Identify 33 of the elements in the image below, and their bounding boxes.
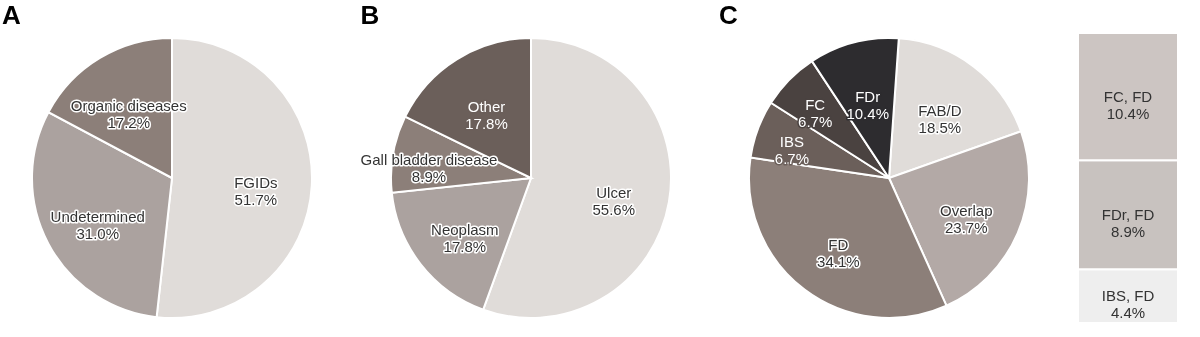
slice-label: Undetermined: [50, 208, 145, 226]
data-label: 18.5%: [918, 119, 962, 137]
data-label: 23.7%: [944, 219, 988, 237]
data-label: 10.4%: [1106, 104, 1150, 122]
data-label: 6.7%: [798, 113, 833, 131]
chart-title: C: [719, 0, 738, 30]
slice-label: FAB/D: [918, 102, 962, 120]
data-label: 31.0%: [76, 225, 119, 243]
data-label: 17.8%: [443, 237, 487, 255]
data-label: 8.9%: [1110, 222, 1146, 240]
data-label: 34.1%: [817, 253, 860, 270]
data-label: 55.6%: [592, 200, 635, 218]
series-label: IBS, FD: [1101, 287, 1155, 305]
data-label: 4.4%: [1110, 304, 1146, 322]
slice-label: Other: [467, 97, 506, 115]
slice-label: IBS: [779, 132, 805, 150]
data-label: 51.7%: [234, 190, 278, 208]
slice-label: Overlap: [939, 202, 993, 220]
chart-title: A: [2, 0, 21, 30]
slice-label: FGIDs: [234, 173, 278, 191]
data-label: 6.7%: [774, 149, 810, 167]
series-label: FDr, FD: [1101, 205, 1155, 223]
data-label: 10.4%: [846, 104, 889, 122]
series-label: FC, FD: [1103, 87, 1153, 105]
slice-label: FC: [805, 96, 826, 114]
slice-label: Ulcer: [596, 183, 632, 201]
slice-label: Neoplasm: [431, 220, 499, 238]
chart-title: B: [360, 0, 380, 30]
slice-label: FD: [828, 236, 849, 253]
data-label: 8.9%: [411, 168, 447, 186]
data-label: 17.2%: [107, 113, 151, 131]
data-label: 17.8%: [465, 114, 508, 132]
slice-label: FDr: [855, 87, 881, 105]
